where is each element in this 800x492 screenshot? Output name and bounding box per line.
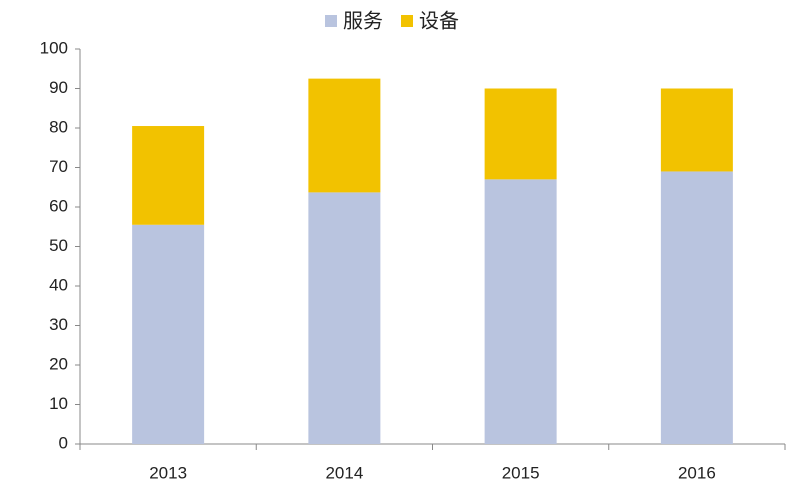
bar-segment <box>660 88 733 172</box>
bar-segment <box>484 179 557 444</box>
x-tick-label: 2016 <box>678 463 716 482</box>
y-tick-label: 50 <box>49 236 68 255</box>
y-tick-label: 70 <box>49 157 68 176</box>
y-tick-label: 0 <box>59 433 68 452</box>
y-tick-label: 60 <box>49 196 68 215</box>
y-tick-label: 30 <box>49 315 68 334</box>
x-tick-label: 2015 <box>502 463 540 482</box>
y-tick-label: 80 <box>49 117 68 136</box>
y-tick-label: 20 <box>49 354 68 373</box>
bar-segment <box>132 126 205 225</box>
bar-segment <box>308 78 381 193</box>
y-tick-label: 90 <box>49 78 68 97</box>
bar-segment <box>660 171 733 444</box>
legend-swatch <box>401 15 413 27</box>
legend-label: 设备 <box>419 9 459 32</box>
y-tick-label: 100 <box>40 38 68 57</box>
y-tick-label: 10 <box>49 394 68 413</box>
bar-segment <box>132 224 205 444</box>
bar-segment <box>308 192 381 444</box>
legend-label: 服务 <box>343 9 383 32</box>
y-tick-label: 40 <box>49 275 68 294</box>
x-tick-label: 2014 <box>325 463 363 482</box>
legend-swatch <box>325 15 337 27</box>
x-tick-label: 2013 <box>149 463 187 482</box>
bar-segment <box>484 88 557 180</box>
